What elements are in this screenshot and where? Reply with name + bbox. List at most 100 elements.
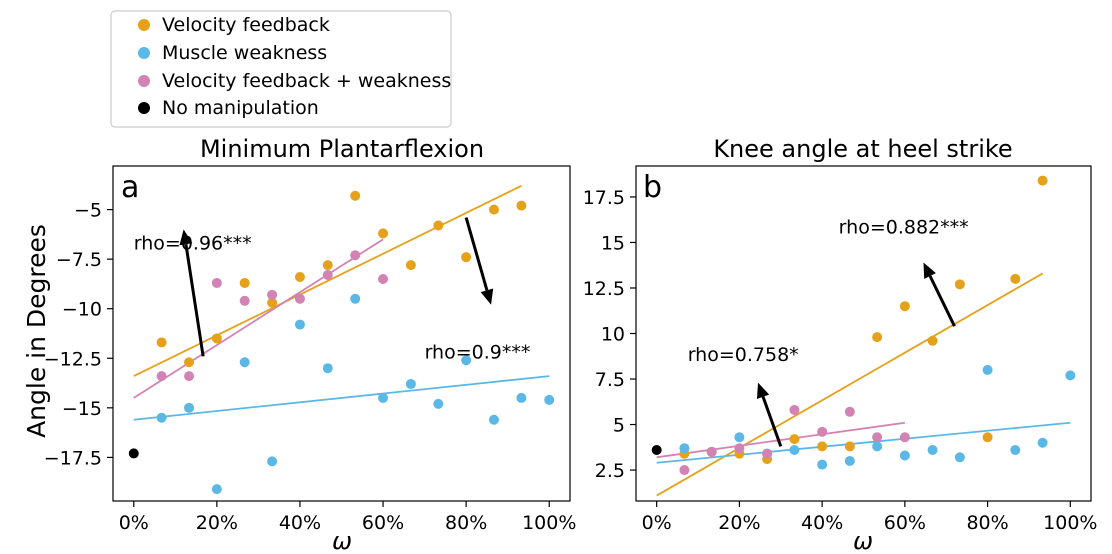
panel-b-point-velocity-feedback-weakness [872, 432, 883, 443]
panel-b-point-velocity-feedback-weakness [817, 426, 828, 437]
panel-b-point-muscle-weakness [872, 441, 883, 452]
panel-a-x-tick-label: 60% [362, 512, 404, 534]
panel-a-point-muscle-weakness [322, 363, 333, 374]
panel-a-point-muscle-weakness [211, 484, 222, 495]
panel-b-point-muscle-weakness [927, 445, 938, 456]
panel-a-point-velocity-feedback-weakness [294, 293, 305, 304]
legend-frame [110, 10, 452, 128]
panel-a-point-muscle-weakness [184, 402, 195, 413]
panel-b-fit-line-velocity-feedback [656, 272, 1044, 497]
panel-a-point-muscle-weakness [378, 392, 389, 403]
panel-b-point-muscle-weakness [679, 443, 690, 454]
panel-a-point-velocity-feedback [294, 272, 305, 283]
panel-b-annotation-label: rho=0.882*** [839, 216, 969, 238]
panel-b-x-tick-label: 80% [966, 512, 1008, 534]
panel-b-annotation-label: rho=0.758* [688, 344, 799, 366]
panel-b-annotation-arrow [761, 396, 783, 447]
panel-b-letter: b [643, 170, 662, 205]
panel-a-point-velocity-feedback [461, 252, 472, 263]
panel-a-annotation-label: rho=0.96*** [134, 232, 252, 254]
panel-a-fit-lines [133, 185, 550, 421]
panel-b-point-velocity-feedback [982, 432, 993, 443]
panel-b-y-tick-label: 10 [601, 324, 625, 346]
panel-b-point-muscle-weakness [954, 452, 965, 463]
panel-a-point-velocity-feedback [156, 337, 167, 348]
panel-a-point-velocity-feedback [239, 277, 250, 288]
panel-a-point-velocity-feedback [433, 220, 444, 231]
legend-marker-muscle-weakness [138, 47, 150, 59]
panel-b-point-muscle-weakness [817, 459, 828, 470]
panel-b-point-velocity-feedback [899, 301, 910, 312]
panel-b-point-velocity-feedback [1037, 175, 1048, 186]
panel-a-axes-frame [112, 165, 571, 502]
panel-b-points [651, 175, 1076, 476]
panel-b-point-muscle-weakness [844, 455, 855, 466]
panel-b-annotation-arrowhead [756, 382, 770, 399]
panel-b-point-velocity-feedback-weakness [679, 465, 690, 476]
panel-b-axes-frame [635, 165, 1092, 502]
panel-b-point-muscle-weakness [789, 445, 800, 456]
panel-a-point-muscle-weakness [239, 357, 250, 368]
panel-a-point-velocity-feedback [405, 260, 416, 271]
panel-a-point-velocity-feedback-weakness [350, 250, 361, 261]
panel-b-x-tick-label: 40% [801, 512, 843, 534]
panel-b-annotation-arrowhead [923, 262, 936, 279]
panel-b-annotation-arrow [928, 275, 956, 327]
panel-a-point-velocity-feedback [267, 297, 278, 308]
panel-a-x-axis-label: ω [332, 527, 352, 554]
panel-b-point-velocity-feedback-weakness [762, 448, 773, 459]
panel-b-point-muscle-weakness [1010, 445, 1021, 456]
panel-a-point-velocity-feedback [350, 190, 361, 201]
panel-b-point-velocity-feedback [954, 279, 965, 290]
panel-b-fit-line-velocity-feedback-weakness [656, 421, 905, 459]
panel-a-point-velocity-feedback [378, 228, 389, 239]
panel-b-knee-angle-at-heel-strike: Knee angle at heel strike b ω 0% 20% 40% 60… [583, 135, 1098, 554]
panel-b-y-tick-label: 12.5 [583, 278, 625, 300]
panel-b-title: Knee angle at heel strike [713, 135, 1012, 163]
panel-b-x-tick-label: 20% [718, 512, 760, 534]
panel-a-point-muscle-weakness [461, 355, 472, 366]
legend-marker-no-manipulation [138, 102, 150, 114]
panel-a-y-tick-label: −12.5 [44, 348, 102, 370]
panel-b-point-velocity-feedback-weakness [899, 432, 910, 443]
panel-a-fit-line-velocity-feedback [133, 185, 522, 377]
legend: Velocity feedback Muscle weakness Veloci… [110, 10, 452, 128]
panel-b-ticks: 0% 20% 40% 60% 80% 100% 2.5 5 7.5 10 12.5 15 17.5 [583, 187, 1098, 534]
panel-a-annotation-arrowhead [179, 229, 193, 246]
panel-b-point-muscle-weakness [1065, 370, 1076, 381]
panel-b-x-tick-label: 60% [884, 512, 926, 534]
panel-b-point-no-manipulation [651, 445, 662, 456]
panel-a-title: Minimum Plantarflexion [200, 135, 484, 163]
panel-b-point-velocity-feedback-weakness [734, 443, 745, 454]
legend-label-no-manipulation: No manipulation [162, 97, 319, 119]
panel-a-points [128, 190, 555, 495]
panel-b-point-velocity-feedback [817, 441, 828, 452]
panel-a-point-muscle-weakness [516, 392, 527, 403]
panel-b-fit-line-muscle-weakness [656, 421, 1071, 464]
panel-a-y-tick-label: −17.5 [44, 447, 102, 469]
panel-a-point-muscle-weakness [156, 412, 167, 423]
legend-label-muscle-weakness: Muscle weakness [162, 42, 327, 64]
panel-a-point-velocity-feedback-weakness [322, 270, 333, 281]
panel-b-point-velocity-feedback-weakness [789, 404, 800, 415]
panel-b-y-tick-label: 7.5 [595, 369, 625, 391]
panel-b-point-velocity-feedback [1010, 273, 1021, 284]
panel-b-point-velocity-feedback [872, 332, 883, 343]
panel-a-x-tick-label: 100% [522, 512, 576, 534]
panel-a-x-tick-label: 80% [445, 512, 487, 534]
panel-b-point-velocity-feedback-weakness [706, 446, 717, 457]
panel-a-point-velocity-feedback [184, 357, 195, 368]
panel-b-point-muscle-weakness [1037, 437, 1048, 448]
panel-b-point-muscle-weakness [982, 364, 993, 375]
panel-b-x-tick-label: 100% [1043, 512, 1097, 534]
panel-a-annotation-arrow [184, 244, 205, 357]
panel-a-point-velocity-feedback [211, 333, 222, 344]
panel-b-fit-lines [656, 272, 1071, 497]
panel-b-point-muscle-weakness [734, 432, 745, 443]
legend-marker-velocity-feedback [138, 19, 150, 31]
panel-a-x-tick-label: 0% [119, 512, 149, 534]
panel-a-x-tick-label: 40% [279, 512, 321, 534]
panel-b-point-muscle-weakness [899, 450, 910, 461]
panel-a-point-velocity-feedback-weakness [211, 277, 222, 288]
